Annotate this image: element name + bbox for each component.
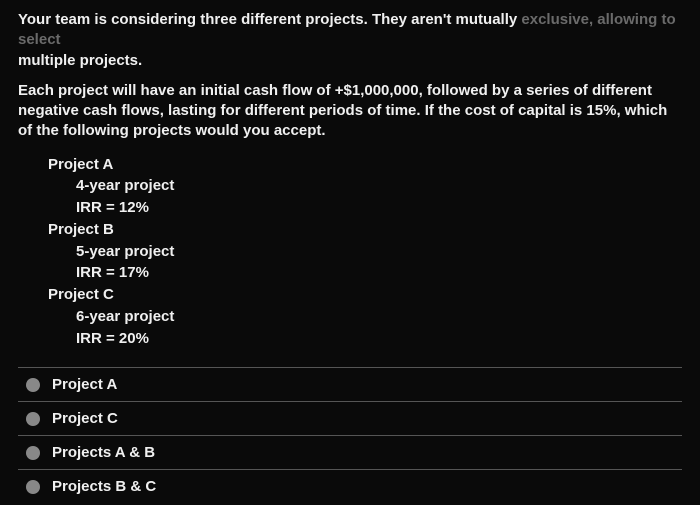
option-2[interactable]: Project C — [18, 401, 682, 435]
project-b-name: Project B — [48, 219, 682, 241]
option-3-label: Projects A & B — [52, 444, 155, 461]
intro-paragraph: Your team is considering three different… — [18, 10, 682, 71]
intro-text-line2: multiple projects. — [18, 52, 142, 69]
radio-icon — [26, 378, 40, 392]
option-2-label: Project C — [52, 410, 118, 427]
project-a-duration: 4-year project — [48, 175, 682, 197]
radio-icon — [26, 412, 40, 426]
option-1[interactable]: Project A — [18, 367, 682, 401]
radio-icon — [26, 446, 40, 460]
intro-text-main: Your team is considering three different… — [18, 11, 521, 28]
option-4[interactable]: Projects B & C — [18, 469, 682, 501]
option-4-label: Projects B & C — [52, 478, 156, 495]
project-b-duration: 5-year project — [48, 241, 682, 263]
project-c-irr: IRR = 20% — [48, 328, 682, 350]
question-container: Your team is considering three different… — [0, 0, 700, 501]
project-b-irr: IRR = 17% — [48, 262, 682, 284]
radio-icon — [26, 480, 40, 494]
answer-options: Project A Project C Projects A & B Proje… — [18, 367, 682, 501]
project-a-name: Project A — [48, 154, 682, 176]
question-description: Each project will have an initial cash f… — [18, 81, 682, 142]
project-c-name: Project C — [48, 284, 682, 306]
option-3[interactable]: Projects A & B — [18, 435, 682, 469]
project-c-duration: 6-year project — [48, 306, 682, 328]
projects-list: Project A 4-year project IRR = 12% Proje… — [18, 154, 682, 350]
option-1-label: Project A — [52, 376, 117, 393]
project-a-irr: IRR = 12% — [48, 197, 682, 219]
